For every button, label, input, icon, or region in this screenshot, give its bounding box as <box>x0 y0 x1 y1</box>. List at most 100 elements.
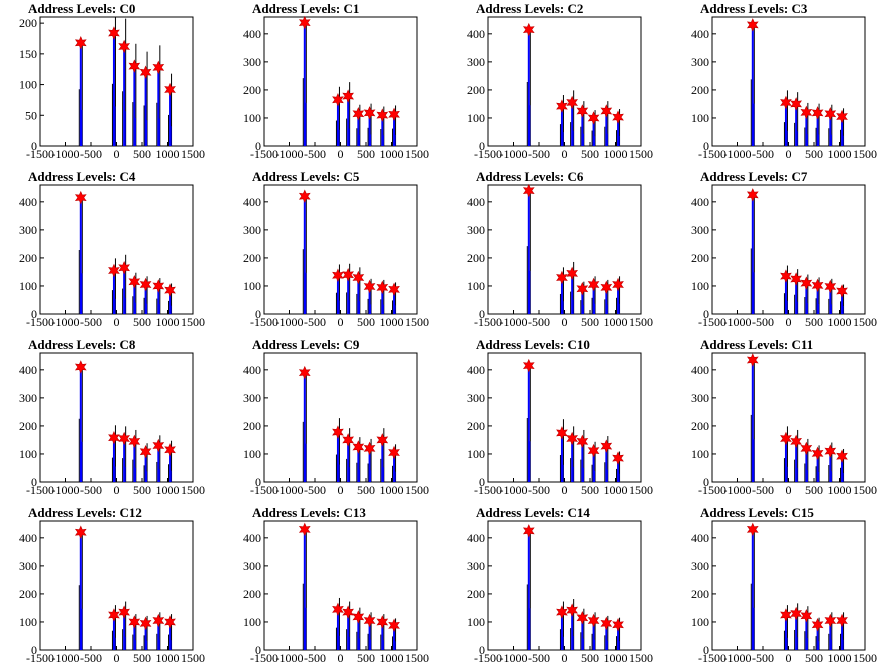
peak-marker <box>600 616 613 631</box>
peak-marker <box>342 605 354 619</box>
peak-group <box>836 284 848 314</box>
peak-group <box>128 429 141 482</box>
peak-marker <box>556 270 568 285</box>
x-tick-label: -1000 <box>500 483 528 497</box>
peak-marker <box>332 602 344 617</box>
y-tick-label: 100 <box>467 279 485 293</box>
peak-marker <box>128 615 141 629</box>
x-tick-label: -1000 <box>500 651 528 665</box>
y-tick-label: 100 <box>19 78 37 92</box>
peak-marker <box>164 283 176 297</box>
peak-group <box>332 418 344 482</box>
peak-marker <box>746 522 759 537</box>
peak-group <box>376 614 389 650</box>
peak-marker <box>566 95 578 110</box>
peak-marker <box>836 284 848 298</box>
peak-group <box>108 605 120 650</box>
peak-group <box>824 442 837 482</box>
x-tick-label: 0 <box>114 315 120 329</box>
peak-marker <box>566 603 578 617</box>
chart-title: Address Levels: C4 <box>28 169 136 184</box>
peak-group <box>587 612 600 650</box>
y-tick-label: 400 <box>467 363 485 377</box>
peak-marker <box>298 365 311 380</box>
y-tick-label: 0 <box>479 475 485 489</box>
x-tick-label: 500 <box>805 147 823 161</box>
x-tick-label: 1500 <box>853 651 877 665</box>
x-tick-label: -1500 <box>698 651 726 665</box>
peak-group <box>298 522 311 650</box>
x-tick-label: -500 <box>304 651 326 665</box>
peak-marker <box>811 446 824 461</box>
y-tick-label: 200 <box>467 587 485 601</box>
y-tick-label: 0 <box>31 475 37 489</box>
peak-group <box>342 601 354 650</box>
peak-marker <box>74 360 87 374</box>
x-tick-label: 500 <box>133 315 151 329</box>
y-tick-label: 200 <box>243 419 261 433</box>
peak-group <box>332 597 344 650</box>
peak-group <box>152 278 165 314</box>
peak-marker <box>128 434 141 449</box>
peak-marker <box>152 438 165 453</box>
y-tick-label: 400 <box>243 363 261 377</box>
peak-marker <box>600 104 613 118</box>
y-tick-label: 100 <box>467 111 485 125</box>
peak-marker <box>108 430 120 445</box>
peak-marker <box>790 606 802 621</box>
peak-marker <box>139 616 152 631</box>
peak-marker <box>363 106 376 120</box>
peak-group <box>74 525 87 650</box>
x-tick-label: -1500 <box>26 315 54 329</box>
chart-title: Address Levels: C13 <box>252 505 366 520</box>
peak-marker <box>780 431 792 446</box>
y-tick-label: 300 <box>467 223 485 237</box>
peak-group <box>363 103 376 146</box>
peak-marker <box>587 613 600 628</box>
y-tick-label: 300 <box>467 55 485 69</box>
peak-marker <box>576 104 589 118</box>
chart-title: Address Levels: C12 <box>28 505 142 520</box>
peak-marker <box>152 60 165 75</box>
peak-group <box>376 279 389 314</box>
x-tick-label: 1500 <box>629 651 653 665</box>
peak-marker <box>118 605 130 619</box>
chart-panel-c8: Address Levels: C8 0 100 200 300 400 -1500 -100… <box>0 336 224 504</box>
peak-marker <box>164 82 176 97</box>
peak-group <box>298 15 311 146</box>
y-tick-label: 0 <box>703 475 709 489</box>
peak-marker <box>800 105 813 120</box>
peak-group <box>600 279 613 314</box>
peak-marker <box>164 443 176 457</box>
y-tick-label: 400 <box>691 195 709 209</box>
chart-svg: Address Levels: C11 0 100 200 300 400 -1500-10… <box>691 337 877 497</box>
chart-svg: Address Levels: C8 0 100 200 300 400 -1500-100… <box>19 337 205 497</box>
chart-svg: Address Levels: C0 0 50 100 150 200 -1500-1000… <box>19 1 205 161</box>
chart-svg: Address Levels: C2 0 100 200 300 400 -1500-100… <box>467 1 653 161</box>
peak-marker <box>164 615 176 629</box>
x-tick-label: 1500 <box>629 315 653 329</box>
peak-group <box>352 104 365 146</box>
peak-marker <box>576 611 589 625</box>
x-tick-label: -1000 <box>500 315 528 329</box>
x-tick-label: 1000 <box>604 651 628 665</box>
peak-group <box>139 443 152 482</box>
x-tick-label: 0 <box>114 147 120 161</box>
peak-marker <box>780 269 792 283</box>
peak-marker <box>139 444 152 459</box>
peak-marker <box>74 525 87 539</box>
x-tick-label: -1000 <box>724 483 752 497</box>
peak-marker <box>522 524 535 538</box>
x-tick-label: -500 <box>528 315 550 329</box>
y-tick-label: 300 <box>467 559 485 573</box>
x-tick-label: -500 <box>304 483 326 497</box>
y-tick-label: 100 <box>19 279 37 293</box>
peak-marker <box>376 433 389 447</box>
peak-group <box>332 86 344 146</box>
x-tick-label: -500 <box>752 147 774 161</box>
x-tick-label: 1000 <box>828 315 852 329</box>
x-tick-label: 0 <box>338 651 344 665</box>
y-tick-label: 0 <box>31 643 37 657</box>
peak-group <box>128 614 141 650</box>
peak-group <box>388 105 400 146</box>
